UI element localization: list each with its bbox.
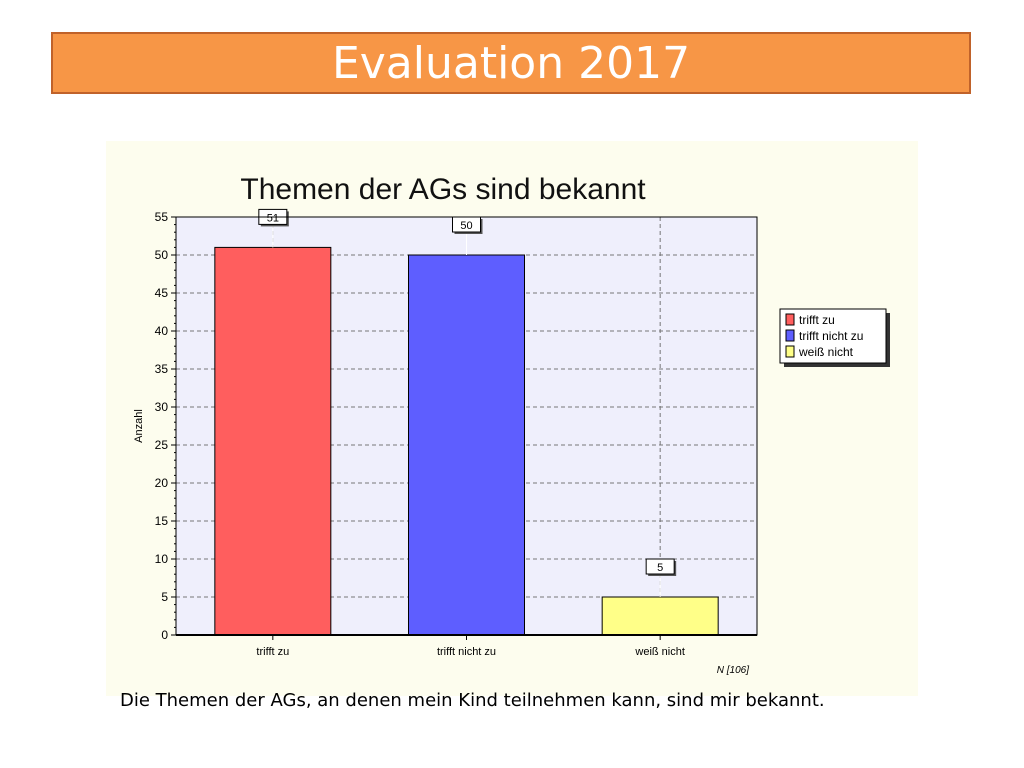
chart-panel: Themen der AGs sind bekannt 0 5 10 15 20 25 30 3…: [106, 141, 918, 696]
y-tick-label: 10: [155, 552, 169, 566]
x-tick-label: trifft nicht zu: [437, 646, 496, 658]
bar-chart: Themen der AGs sind bekannt 0 5 10 15 20 25 30 3…: [133, 173, 890, 676]
y-tick-label: 0: [161, 628, 168, 642]
y-tick-label: 45: [155, 286, 169, 300]
y-tick-label: 40: [155, 324, 169, 338]
chart-title: Themen der AGs sind bekannt: [240, 173, 646, 206]
legend-label: trifft nicht zu: [799, 329, 863, 343]
bar: [214, 246, 332, 636]
y-tick-label: 25: [155, 438, 169, 452]
sample-size-note: N [106]: [717, 665, 749, 676]
legend-swatch: [785, 313, 795, 326]
slide-caption: Die Themen der AGs, an denen mein Kind t…: [120, 690, 825, 711]
x-tick-label: weiß nicht: [634, 646, 685, 658]
y-tick-label: 35: [155, 362, 169, 376]
data-label-box: [645, 558, 675, 575]
data-label: 50: [460, 220, 472, 232]
y-tick-label: 5: [161, 590, 168, 604]
legend-swatch: [785, 329, 795, 342]
data-label: 51: [267, 212, 279, 224]
legend-label: trifft zu: [799, 313, 835, 327]
y-tick-label: 55: [155, 210, 169, 224]
legend-swatch: [785, 345, 795, 358]
legend-box: [779, 308, 887, 364]
slide-title: Evaluation 2017: [51, 32, 971, 94]
y-tick-label: 30: [155, 400, 169, 414]
bar: [601, 596, 719, 636]
y-tick-label: 50: [155, 248, 169, 262]
data-label: 5: [657, 562, 663, 574]
bar: [408, 254, 525, 636]
x-tick-label: trifft zu: [256, 646, 289, 658]
legend-label: weiß nicht: [798, 345, 854, 359]
y-axis-label: Anzahl: [133, 409, 145, 443]
y-tick-label: 20: [155, 476, 169, 490]
y-tick-label: 15: [155, 514, 169, 528]
